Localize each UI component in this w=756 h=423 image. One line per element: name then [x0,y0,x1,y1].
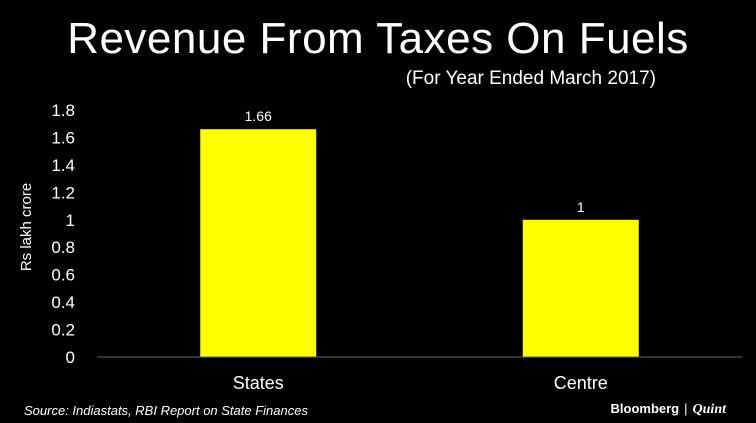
chart-subtitle: (For Year Ended March 2017) [405,68,656,89]
y-tick-label: 1.4 [51,156,75,175]
data-label-states: 1.66 [245,108,272,124]
y-tick-label: 0.6 [51,266,75,285]
chart-title: Revenue From Taxes On Fuels [67,14,689,63]
y-tick-label: 1 [66,211,75,230]
y-tick-label: 0.4 [51,293,75,312]
y-tick-label: 0 [66,348,75,367]
brand-right: Quint [692,402,726,417]
brand-separator: | [684,401,688,416]
y-tick-label: 1.8 [51,101,75,120]
brand-left: Bloomberg [610,401,680,416]
bar-states [200,129,317,357]
y-tick-label: 0.8 [51,238,75,257]
bar-centre [522,219,639,357]
y-axis-label: Rs lakh crore [18,183,35,271]
y-tick-label: 1.2 [51,183,75,202]
y-tick-label: 0.2 [51,321,75,340]
source-note: Source: Indiastats, RBI Report on State … [24,403,308,418]
brand-logo: Bloomberg | Quint [611,401,726,418]
x-tick-label: States [233,373,284,393]
data-label-centre: 1 [577,199,585,215]
x-tick-label: Centre [554,373,608,393]
y-tick-label: 1.6 [51,128,75,147]
